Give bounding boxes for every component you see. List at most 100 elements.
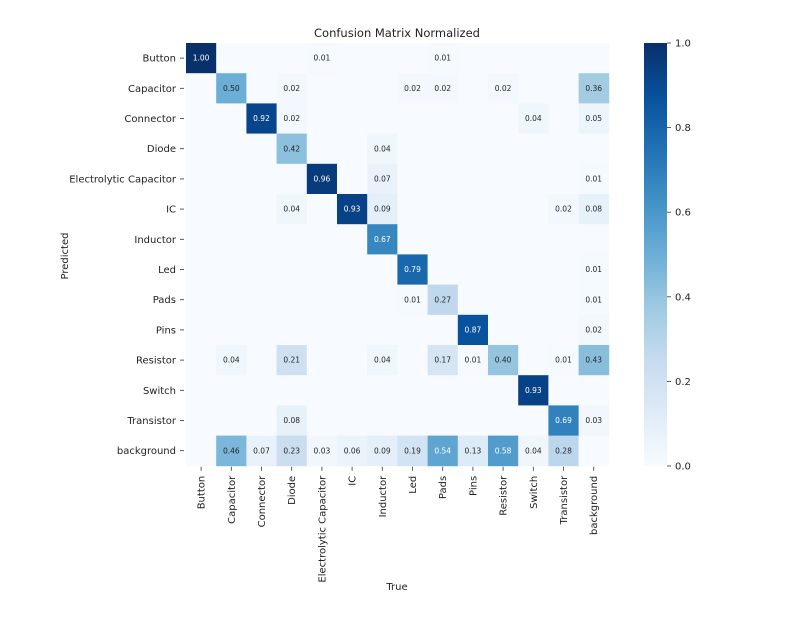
heatmap-cell (518, 375, 549, 406)
cell-value-label: 0.04 (283, 205, 300, 214)
heatmap-cell (216, 435, 247, 467)
heatmap-cell (337, 43, 368, 74)
heatmap-cell (276, 133, 308, 165)
heatmap-cell (488, 43, 519, 74)
heatmap-cell (427, 103, 459, 134)
heatmap-cell (337, 314, 368, 346)
heatmap-cell (578, 103, 610, 134)
colorbar-tick-label: 0.2 (675, 377, 691, 388)
heatmap-cell (578, 284, 610, 316)
heatmap-cell (488, 73, 519, 104)
colorbar-ticks: 0.0 0.2 0.4 0.6 0.8 1.0 (667, 39, 691, 473)
heatmap-cell (548, 43, 579, 74)
heatmap-cell (578, 43, 610, 74)
cell-value-label: 0.01 (465, 356, 482, 365)
cell-value-label: 0.87 (465, 326, 482, 335)
colorbar-tick-label: 0.6 (675, 208, 691, 219)
cell-value-label: 0.19 (404, 446, 421, 455)
cell-value-label: 0.09 (374, 205, 391, 214)
y-tick-label: Resistor (136, 356, 177, 367)
heatmap-cell (548, 73, 579, 104)
heatmap-cell (337, 133, 368, 165)
cell-value-label: 0.08 (585, 205, 602, 214)
heatmap-cell (397, 314, 428, 346)
heatmap-cell (306, 133, 338, 165)
cell-value-label: 0.67 (374, 235, 391, 244)
y-tick-label: Led (158, 265, 176, 276)
cell-value-label: 0.40 (495, 356, 512, 365)
heatmap-cell (367, 254, 398, 285)
heatmap-cell (457, 345, 489, 376)
heatmap-cell (548, 133, 579, 165)
x-tick-label: Inductor (378, 475, 389, 518)
heatmap-cell (488, 314, 519, 346)
heatmap-cell (306, 435, 338, 467)
heatmap-cell (427, 405, 459, 436)
heatmap-cell (578, 375, 610, 406)
cell-value-label: 0.03 (585, 416, 602, 425)
colorbar-tick-label: 1.0 (675, 39, 691, 50)
heatmap-cell (246, 435, 277, 467)
chart-title: Confusion Matrix Normalized (314, 26, 480, 40)
cell-value-label: 0.03 (314, 446, 331, 455)
x-tick-label: Switch (529, 476, 540, 509)
y-tick-label: Inductor (134, 235, 177, 246)
heatmap-cell (186, 133, 217, 165)
cell-value-label: 0.36 (585, 84, 602, 93)
heatmap-cell (578, 163, 610, 195)
heatmap-cell (337, 435, 368, 467)
heatmap-cell (216, 194, 247, 225)
heatmap-cell (276, 435, 308, 467)
heatmap-cell (457, 194, 489, 225)
y-tick-label: Switch (143, 386, 176, 397)
heatmap-cell (488, 224, 519, 255)
heatmap-cell (488, 194, 519, 225)
cell-value-label: 0.05 (585, 114, 602, 123)
heatmap-cell (548, 194, 579, 225)
heatmap-cell (367, 284, 398, 316)
heatmap-cell (518, 435, 549, 467)
x-axis-title: True (385, 582, 407, 593)
y-tick-label: Pads (153, 295, 176, 306)
cell-value-label: 0.46 (223, 446, 240, 455)
heatmap-cell (488, 284, 519, 316)
cell-value-label: 0.02 (283, 114, 300, 123)
heatmap-cell (216, 43, 247, 74)
cell-value-label: 0.02 (404, 84, 421, 93)
heatmap-cell (397, 435, 428, 467)
heatmap-cell (246, 314, 277, 346)
heatmap-cell (306, 224, 338, 255)
y-tick-label: Capacitor (128, 84, 177, 95)
x-tick-label: Button (197, 476, 208, 510)
heatmap-cell (548, 375, 579, 406)
heatmap-cell (246, 345, 277, 376)
heatmap-cell (276, 224, 308, 255)
heatmap-cell (457, 73, 489, 104)
heatmap-cell (427, 224, 459, 255)
heatmap-cell (427, 133, 459, 165)
heatmap-cell (306, 314, 338, 346)
heatmap-cell (186, 254, 217, 285)
heatmap-cell (337, 73, 368, 104)
heatmap-cell (457, 314, 489, 346)
x-tick-label: IC (348, 476, 359, 486)
heatmap-cell (488, 133, 519, 165)
heatmap-cell (186, 163, 217, 195)
heatmap-cell (397, 133, 428, 165)
heatmap-cells (186, 43, 610, 467)
cell-value-label: 0.02 (585, 326, 602, 335)
cell-value-label: 0.07 (253, 446, 270, 455)
heatmap-cell (488, 375, 519, 406)
heatmap-cell (427, 43, 459, 74)
heatmap-cell (216, 103, 247, 134)
y-tick-label: Transistor (126, 416, 176, 427)
heatmap-cell (427, 435, 459, 467)
cell-value-label: 0.27 (434, 295, 451, 304)
heatmap-cell (367, 375, 398, 406)
heatmap-cell (457, 163, 489, 195)
heatmap-cell (457, 435, 489, 467)
y-tick-label: Connector (124, 114, 176, 125)
heatmap-cell (246, 133, 277, 165)
heatmap-cell (186, 284, 217, 316)
heatmap-cell (186, 43, 217, 74)
